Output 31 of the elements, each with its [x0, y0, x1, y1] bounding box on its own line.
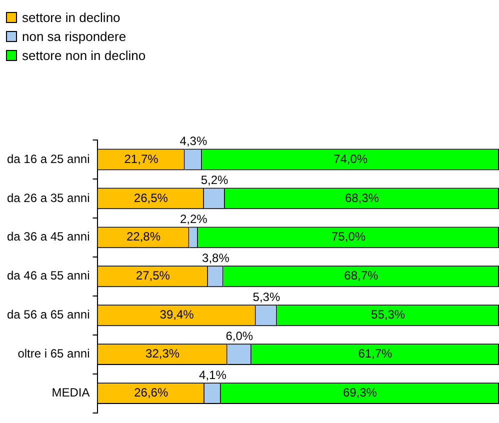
data-label: 3,8%	[202, 250, 230, 265]
data-label: 32,3%	[146, 346, 180, 361]
data-label: 5,2%	[200, 173, 229, 188]
data-label: 5,3%	[252, 290, 280, 304]
data-label: 27,5%	[136, 268, 170, 283]
data-label: 21,7%	[124, 152, 159, 166]
y-tick-label: da 46 a 55 anni	[6, 268, 90, 283]
legend-label: settore in declino	[22, 10, 120, 25]
data-label: 6,0%	[226, 328, 254, 343]
data-label: 26,6%	[134, 386, 168, 400]
data-label: 26,5%	[134, 190, 168, 205]
data-label: 69,3%	[342, 386, 378, 400]
y-tick-label: da 56 a 65 anni	[6, 308, 90, 322]
data-label: 55,3%	[371, 308, 406, 322]
data-label: 74,0%	[334, 152, 368, 166]
data-label: 68,3%	[344, 190, 380, 205]
data-label: 68,7%	[344, 268, 379, 283]
y-tick-label: da 16 a 25 anni	[6, 152, 90, 166]
y-tick-label: da 26 a 35 anni	[6, 190, 90, 205]
data-label: 75,0%	[332, 230, 366, 244]
data-label: 22,8%	[126, 230, 161, 244]
data-label: 39,4%	[160, 308, 194, 322]
data-label: 61,7%	[358, 346, 393, 361]
legend-label: non sa rispondere	[22, 29, 126, 44]
y-tick-label: da 36 a 45 anni	[6, 230, 90, 244]
data-label: 4,3%	[180, 134, 208, 148]
y-tick-label: MEDIA	[52, 386, 90, 400]
legend-label: settore non in declino	[22, 48, 146, 63]
y-tick-label: oltre i 65 anni	[18, 346, 90, 361]
data-label: 4,1%	[199, 368, 227, 382]
data-label: 2,2%	[180, 212, 208, 226]
